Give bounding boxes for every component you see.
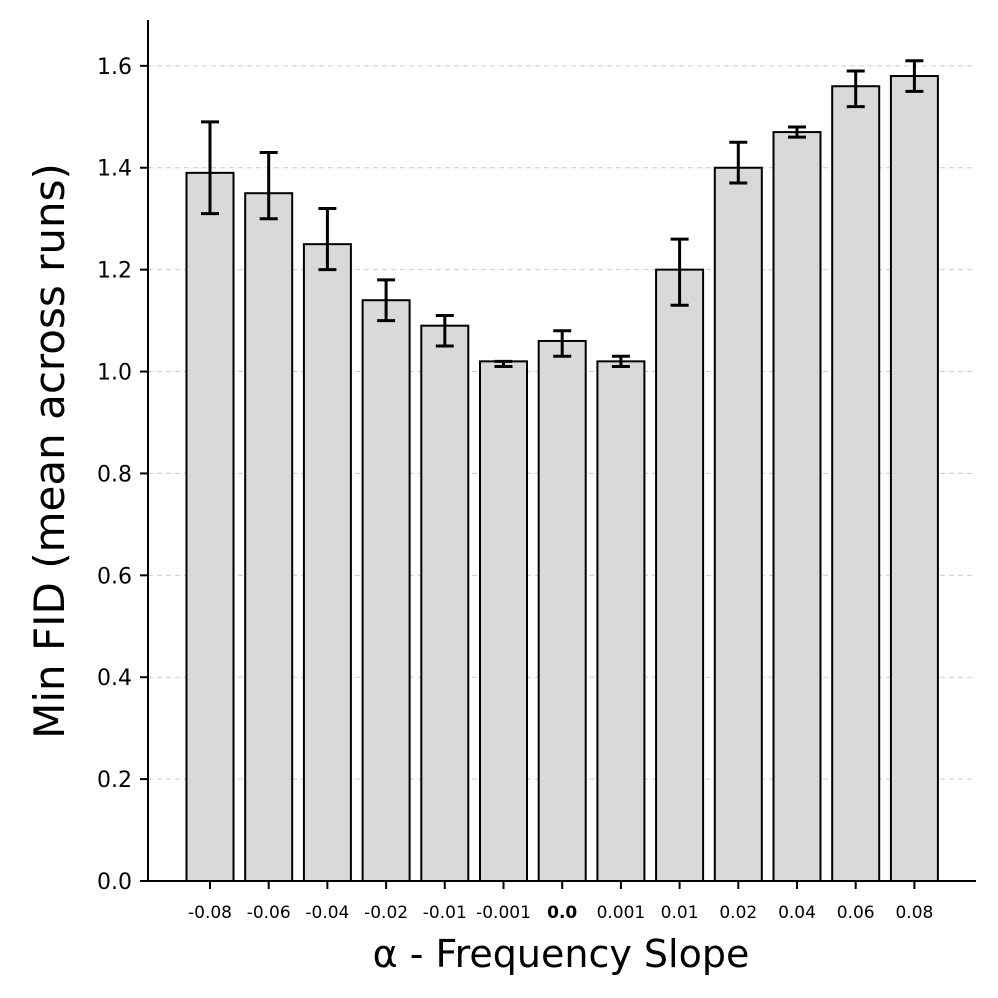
x-tick-label: 0.08 xyxy=(895,903,933,923)
y-tick-label: 0.0 xyxy=(97,870,132,895)
x-tick-label: -0.06 xyxy=(247,903,291,923)
y-tick-label: 0.2 xyxy=(97,768,132,793)
error-bar xyxy=(846,69,865,109)
x-tick-label: 0.02 xyxy=(719,903,757,923)
error-bar xyxy=(670,237,689,307)
x-ticks: -0.08 -0.06 -0.04 -0.02 -0.01 -0.001 0.0 0.001 0… xyxy=(188,881,933,923)
error-bar xyxy=(729,140,748,185)
x-tick-label: -0.01 xyxy=(423,903,467,923)
bar xyxy=(479,360,528,882)
x-tick-label: 0.001 xyxy=(597,903,646,923)
bar xyxy=(596,360,646,882)
y-tick-label: 1.2 xyxy=(97,259,132,284)
error-bar xyxy=(494,359,513,368)
error-bar xyxy=(553,329,572,358)
y-tick-label: 0.8 xyxy=(97,462,132,487)
error-bars xyxy=(201,59,924,368)
bar xyxy=(655,268,705,882)
bar xyxy=(244,192,294,882)
x-tick-label: 0.0 xyxy=(547,903,577,923)
bars xyxy=(185,75,939,883)
bar xyxy=(772,131,822,883)
y-tick-label: 1.6 xyxy=(97,55,132,80)
x-tick-label: -0.04 xyxy=(305,903,349,923)
x-tick-label: 0.06 xyxy=(837,903,875,923)
x-tick-label: -0.02 xyxy=(364,903,408,923)
x-tick-label: -0.08 xyxy=(188,903,232,923)
error-bar xyxy=(201,120,219,216)
y-tick-label: 0.6 xyxy=(97,564,132,589)
error-bar xyxy=(788,125,806,139)
error-bar xyxy=(318,207,337,272)
y-tick-label: 1.0 xyxy=(97,361,132,386)
x-tick-label: 0.01 xyxy=(661,903,699,923)
error-bar xyxy=(611,354,630,368)
error-bar xyxy=(435,313,454,348)
bar xyxy=(831,85,881,882)
bar xyxy=(537,339,587,883)
error-bar xyxy=(259,150,278,221)
x-tick-label: 0.04 xyxy=(778,903,816,923)
bar xyxy=(361,299,411,882)
y-ticks: 0.0 0.2 0.4 0.6 0.8 1.0 1.2 1.4 1.6 xyxy=(97,55,148,895)
y-tick-label: 1.4 xyxy=(97,157,132,182)
y-axis-title: Min FID (mean across runs) xyxy=(25,163,74,739)
x-tick-label: -0.001 xyxy=(476,903,531,923)
bar xyxy=(713,166,763,883)
error-bar xyxy=(905,59,924,93)
x-axis-title: α - Frequency Slope xyxy=(373,932,750,976)
bar xyxy=(302,243,352,882)
error-bar xyxy=(377,278,396,323)
bar xyxy=(185,171,235,883)
y-tick-label: 0.4 xyxy=(97,666,132,691)
bar xyxy=(889,75,939,882)
bar xyxy=(420,324,470,882)
